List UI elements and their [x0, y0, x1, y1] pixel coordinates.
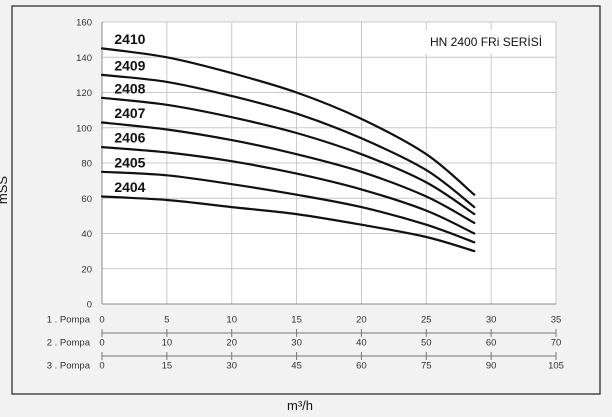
x-tick-label: 60	[486, 338, 497, 349]
x-tick-label: 40	[356, 338, 367, 349]
x-tick-label: 15	[291, 315, 302, 326]
x-tick-label: 5	[164, 315, 169, 326]
x-scale-label: 2 . Pompa	[47, 338, 91, 349]
series-line-2406	[100, 146, 476, 235]
x-tick-label: 0	[99, 361, 104, 372]
series-label-2406: 2406	[114, 130, 145, 146]
y-tick-label: 20	[81, 264, 92, 275]
series-label-2405: 2405	[114, 154, 145, 170]
y-tick-label: 60	[81, 194, 92, 205]
series-line-2408	[100, 96, 476, 216]
x-tick-label: 45	[291, 361, 302, 372]
series-label-2410: 2410	[114, 31, 145, 47]
x-tick-label: 0	[99, 338, 104, 349]
y-tick-label: 120	[76, 88, 92, 99]
y-tick-label: 0	[87, 300, 92, 311]
x-tick-label: 75	[421, 361, 432, 372]
y-axis-label: mSS	[0, 176, 10, 205]
series-line-2410	[100, 47, 476, 196]
x-tick-label: 90	[486, 361, 497, 372]
series-label-2404: 2404	[114, 179, 145, 195]
x-tick-label: 70	[551, 338, 562, 349]
x-tick-label: 105	[548, 361, 564, 372]
y-tick-label: 100	[76, 123, 92, 134]
x-tick-label: 60	[356, 361, 367, 372]
y-tick-label: 80	[81, 159, 92, 170]
x-tick-label: 50	[421, 338, 432, 349]
series-label-2407: 2407	[114, 105, 145, 121]
series-label-2408: 2408	[114, 80, 145, 96]
x-tick-label: 20	[226, 338, 237, 349]
x-tick-label: 0	[99, 315, 104, 326]
series-line-2404	[100, 195, 476, 253]
x-tick-label: 35	[551, 315, 562, 326]
x-scale-label: 3 . Pompa	[47, 361, 91, 372]
x-tick-label: 30	[226, 361, 237, 372]
x-tick-label: 25	[421, 315, 432, 326]
annotation-box	[423, 30, 550, 54]
x-tick-label: 30	[486, 315, 497, 326]
y-tick-label: 160	[76, 18, 92, 29]
series-line-2407	[100, 121, 476, 224]
x-tick-label: 30	[291, 338, 302, 349]
x-tick-label: 10	[226, 315, 237, 326]
y-tick-label: 140	[76, 53, 92, 64]
series-line-2405	[100, 170, 476, 244]
annotation-layer: HN 2400 FRi SERİSİ	[423, 30, 550, 54]
x-tick-label: 15	[162, 361, 173, 372]
x-scale-label: 1 . Pompa	[47, 315, 91, 326]
series-line-2409	[100, 73, 476, 209]
series-label-2409: 2409	[114, 57, 145, 73]
x-tick-label: 20	[356, 315, 367, 326]
y-tick-label: 40	[81, 229, 92, 240]
x-tick-label: 10	[162, 338, 173, 349]
series-annotation: HN 2400 FRi SERİSİ	[430, 35, 542, 49]
x-axis-label: m³/h	[287, 398, 313, 413]
